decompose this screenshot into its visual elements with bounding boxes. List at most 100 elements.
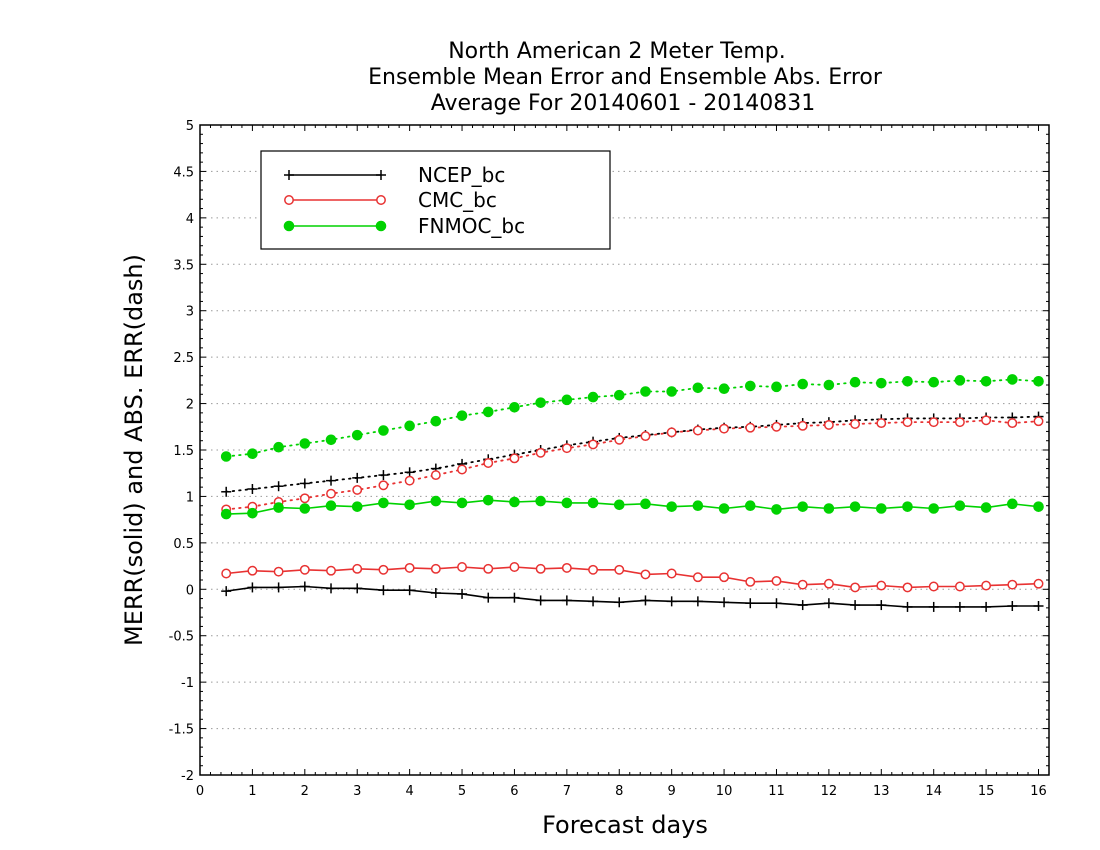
point-ncep-bc-mean-error: [692, 596, 703, 607]
point-ncep-bc-mean-error: [614, 597, 625, 608]
point-fnmoc-bc-mean-error: [875, 503, 887, 514]
point-ncep-bc-mean-error: [719, 597, 730, 608]
point-cmc-bc-abs-error: [954, 417, 965, 428]
legend-item-cmc-bc: CMC_bc: [284, 188, 497, 212]
point-cmc-bc-abs-error: [640, 431, 651, 442]
point-cmc-bc-abs-error: [509, 453, 520, 464]
point-fnmoc-bc-mean-error: [718, 503, 730, 514]
point-ncep-bc-mean-error: [299, 581, 310, 592]
point-fnmoc-bc-abs-error: [666, 386, 677, 397]
line-cmc-bc-mean-error: [226, 566, 1039, 589]
point-cmc-bc-mean-error: [876, 580, 887, 591]
point-fnmoc-bc-mean-error: [378, 497, 389, 509]
point-fnmoc-bc-abs-error: [902, 375, 913, 387]
point-cmc-bc-abs-error: [719, 423, 730, 434]
y-tick-label: 3: [186, 305, 194, 320]
point-ncep-bc-mean-error: [352, 583, 363, 594]
point-fnmoc-bc-abs-error: [928, 376, 940, 388]
x-tick-label: 11: [768, 784, 785, 799]
point-cmc-bc-mean-error: [850, 582, 861, 593]
point-cmc-bc-mean-error: [719, 572, 730, 583]
point-cmc-bc-mean-error: [797, 579, 808, 590]
point-ncep-bc-mean-error: [666, 596, 677, 607]
x-tick-label: 6: [510, 784, 518, 799]
point-cmc-bc-abs-error: [614, 434, 625, 445]
point-cmc-bc-mean-error: [378, 564, 389, 575]
point-fnmoc-bc-abs-error: [849, 376, 861, 388]
point-cmc-bc-mean-error: [666, 568, 677, 579]
point-cmc-bc-abs-error: [692, 425, 703, 436]
legend-marker: [375, 220, 387, 232]
point-cmc-bc-abs-error: [928, 417, 939, 428]
point-cmc-bc-mean-error: [509, 562, 520, 572]
chart-title-line-3: Average For 20140601 - 20140831: [431, 91, 816, 116]
point-fnmoc-bc-mean-error: [273, 502, 284, 513]
point-fnmoc-bc-abs-error: [613, 389, 625, 401]
point-cmc-bc-mean-error: [614, 564, 625, 575]
point-ncep-bc-mean-error: [378, 585, 389, 596]
point-fnmoc-bc-mean-error: [404, 499, 415, 511]
y-tick-label: 4: [186, 212, 194, 227]
point-fnmoc-bc-abs-error: [1007, 374, 1018, 385]
point-cmc-bc-abs-error: [876, 418, 887, 429]
point-cmc-bc-mean-error: [588, 564, 599, 575]
legend-item-fnmoc-bc: FNMOC_bc: [283, 214, 525, 238]
point-fnmoc-bc-mean-error: [954, 500, 966, 512]
point-cmc-bc-mean-error: [692, 572, 703, 583]
y-tick-label: -1: [181, 676, 194, 691]
point-ncep-bc-abs-error: [221, 486, 232, 497]
x-tick-label: 2: [301, 784, 309, 799]
point-cmc-bc-mean-error: [981, 580, 992, 591]
point-fnmoc-bc-mean-error: [430, 495, 442, 507]
point-fnmoc-bc-mean-error: [771, 504, 782, 515]
x-tick-label: 15: [978, 784, 995, 799]
x-tick-label: 1: [248, 784, 256, 799]
point-cmc-bc-mean-error: [247, 565, 258, 576]
point-ncep-bc-abs-error: [404, 467, 415, 478]
legend-item-ncep-bc: NCEP_bc: [284, 163, 505, 187]
point-ncep-bc-abs-error: [273, 481, 284, 492]
point-ncep-bc-mean-error: [850, 600, 861, 611]
legend-marker: [376, 170, 386, 180]
point-ncep-bc-mean-error: [273, 582, 284, 593]
point-cmc-bc-abs-error: [326, 488, 336, 499]
point-fnmoc-bc-mean-error: [849, 501, 861, 512]
point-fnmoc-bc-abs-error: [378, 425, 389, 436]
y-tick-label: 0.5: [173, 537, 194, 552]
point-cmc-bc-abs-error: [430, 470, 441, 481]
point-fnmoc-bc-abs-error: [247, 448, 258, 460]
point-cmc-bc-mean-error: [745, 576, 756, 587]
point-fnmoc-bc-abs-error: [797, 378, 808, 390]
point-ncep-bc-mean-error: [876, 600, 887, 611]
point-ncep-bc-mean-error: [902, 601, 913, 612]
legend-label: FNMOC_bc: [418, 214, 525, 238]
point-cmc-bc-abs-error: [352, 484, 363, 495]
point-ncep-bc-mean-error: [221, 586, 232, 597]
point-cmc-bc-mean-error: [1033, 578, 1044, 589]
point-cmc-bc-mean-error: [326, 565, 336, 576]
point-ncep-bc-abs-error: [352, 472, 363, 483]
point-cmc-bc-mean-error: [430, 563, 441, 574]
y-axis-label: MERR(solid) and ABS. ERR(dash): [120, 254, 148, 646]
point-cmc-bc-mean-error: [640, 569, 651, 580]
point-fnmoc-bc-mean-error: [744, 500, 756, 512]
point-fnmoc-bc-mean-error: [561, 497, 573, 509]
point-fnmoc-bc-abs-error: [980, 375, 992, 387]
series-layer: [220, 374, 1044, 612]
point-fnmoc-bc-abs-error: [430, 415, 442, 427]
point-fnmoc-bc-mean-error: [351, 501, 363, 512]
point-fnmoc-bc-mean-error: [1033, 501, 1044, 512]
point-fnmoc-bc-abs-error: [640, 386, 651, 397]
x-tick-label: 16: [1030, 784, 1047, 799]
x-axis: 0 1 2 3 4 5 6 7 8 9 10 11 12 13 14 15 16: [196, 125, 1050, 799]
point-cmc-bc-mean-error: [299, 564, 310, 575]
point-cmc-bc-mean-error: [1007, 579, 1018, 590]
point-cmc-bc-abs-error: [745, 422, 756, 433]
point-fnmoc-bc-mean-error: [613, 499, 625, 511]
point-ncep-bc-mean-error: [1033, 601, 1044, 611]
y-tick-label: 2: [186, 398, 194, 413]
point-fnmoc-bc-mean-error: [247, 507, 258, 519]
point-ncep-bc-abs-error: [299, 478, 310, 489]
point-cmc-bc-mean-error: [352, 563, 363, 574]
point-fnmoc-bc-mean-error: [587, 497, 599, 509]
